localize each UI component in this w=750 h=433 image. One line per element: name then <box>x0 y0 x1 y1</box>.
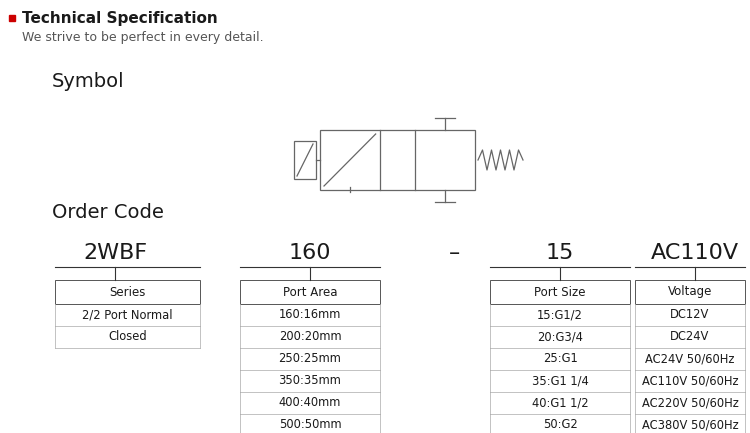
Text: 20:G3/4: 20:G3/4 <box>537 330 583 343</box>
Text: 2/2 Port Normal: 2/2 Port Normal <box>82 308 172 321</box>
Text: DC24V: DC24V <box>670 330 710 343</box>
Text: 40:G1 1/2: 40:G1 1/2 <box>532 397 588 410</box>
Bar <box>320 130 475 190</box>
Text: 160:16mm: 160:16mm <box>279 308 341 321</box>
Text: DC12V: DC12V <box>670 308 710 321</box>
Text: Port Area: Port Area <box>283 285 338 298</box>
Text: AC380V 50/60Hz: AC380V 50/60Hz <box>642 419 738 432</box>
Text: AC110V 50/60Hz: AC110V 50/60Hz <box>642 375 738 388</box>
Text: 2WBF: 2WBF <box>83 243 147 263</box>
Text: 50:G2: 50:G2 <box>542 419 578 432</box>
Text: 35:G1 1/4: 35:G1 1/4 <box>532 375 588 388</box>
Text: 350:35mm: 350:35mm <box>278 375 341 388</box>
Text: Voltage: Voltage <box>668 285 712 298</box>
Text: 250:25mm: 250:25mm <box>278 352 341 365</box>
Text: Closed: Closed <box>108 330 147 343</box>
Text: 15: 15 <box>546 243 574 263</box>
Text: –: – <box>449 243 460 263</box>
Text: AC110V: AC110V <box>651 243 739 263</box>
Text: 160: 160 <box>289 243 332 263</box>
Text: 500:50mm: 500:50mm <box>279 419 341 432</box>
Text: 25:G1: 25:G1 <box>542 352 578 365</box>
Text: Port Size: Port Size <box>534 285 586 298</box>
Bar <box>490 280 630 304</box>
Text: We strive to be perfect in every detail.: We strive to be perfect in every detail. <box>22 32 264 45</box>
Text: Series: Series <box>110 285 146 298</box>
Bar <box>635 280 745 304</box>
Text: Technical Specification: Technical Specification <box>22 10 217 26</box>
Text: 400:40mm: 400:40mm <box>279 397 341 410</box>
Text: Symbol: Symbol <box>52 72 124 91</box>
Text: AC220V 50/60Hz: AC220V 50/60Hz <box>641 397 738 410</box>
Text: 200:20mm: 200:20mm <box>279 330 341 343</box>
Bar <box>240 280 380 304</box>
Text: 15:G1/2: 15:G1/2 <box>537 308 583 321</box>
Text: Order Code: Order Code <box>52 203 164 222</box>
Text: AC24V 50/60Hz: AC24V 50/60Hz <box>645 352 735 365</box>
Bar <box>294 141 316 179</box>
Bar <box>55 280 200 304</box>
